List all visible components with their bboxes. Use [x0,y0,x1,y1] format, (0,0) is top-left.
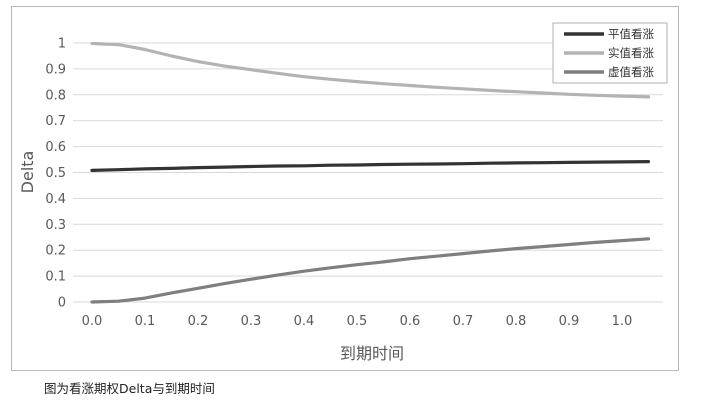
series-line-2 [90,41,651,99]
y-tick-label: 0.2 [45,244,66,259]
gridlines [73,42,663,303]
legend-label: 平值看涨 [608,27,654,41]
y-tick-label: 0.6 [45,140,66,155]
y-tick-label: 0.3 [45,218,66,233]
x-tick-label: 0.4 [294,314,315,329]
x-axis-title: 到期时间 [340,344,404,363]
y-tick-label: 0.4 [45,192,66,207]
x-tick-label: 0.7 [453,314,474,329]
y-tick-label: 0.9 [45,62,66,77]
x-axis-ticks: 0.0 0.1 0.2 0.3 0.4 0.5 0.6 0.7 0.8 0.9 1.0 [82,314,633,329]
legend-label: 实值看涨 [608,46,654,60]
x-tick-label: 0.5 [347,314,368,329]
x-tick-label: 0.2 [188,314,209,329]
series-line-1 [90,160,651,172]
series-lines [90,41,651,304]
y-tick-label: 0 [58,296,66,311]
y-axis-title: Delta [18,151,37,194]
x-tick-label: 0.1 [135,314,156,329]
y-tick-label: 1 [58,37,66,52]
legend-label: 虚值看涨 [608,65,654,79]
y-tick-label: 0.7 [45,114,66,129]
y-tick-label: 0.8 [45,88,66,103]
x-tick-label: 0.8 [506,314,527,329]
x-tick-label: 0.9 [559,314,580,329]
x-tick-label: 0.0 [82,314,103,329]
y-tick-label: 0.1 [45,270,66,285]
series-line-3 [90,237,651,304]
y-tick-label: 0.5 [45,166,66,181]
x-tick-label: 0.6 [400,314,421,329]
x-tick-label: 1.0 [612,314,633,329]
x-tick-label: 0.3 [241,314,262,329]
figure-caption: 图为看涨期权Delta与到期时间 [44,381,215,396]
y-axis-ticks: 0 0.1 0.2 0.3 0.4 0.5 0.6 0.7 0.8 0.9 1 [45,37,66,311]
